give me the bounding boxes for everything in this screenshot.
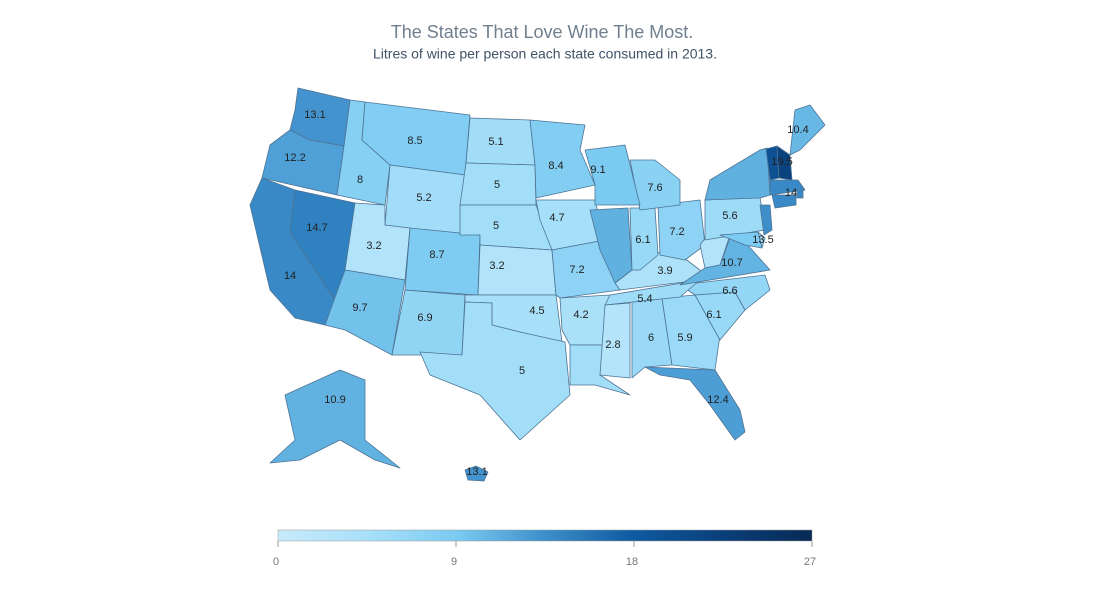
chart-title: The States That Love Wine The Most.: [391, 22, 693, 42]
state: [269, 369, 401, 469]
value-label: 14: [785, 187, 797, 199]
value-label: 10.7: [721, 257, 742, 269]
state: [584, 144, 641, 206]
value-label: 5.9: [677, 332, 692, 344]
value-label: 12.2: [284, 152, 305, 164]
value-label: 5.1: [488, 136, 503, 148]
value-label: 9.1: [590, 164, 605, 176]
value-label: 6.1: [706, 309, 721, 321]
value-label: 14: [284, 270, 296, 282]
state: [796, 189, 804, 199]
value-label: 7.2: [669, 226, 684, 238]
value-label: 5: [494, 179, 500, 191]
state: [759, 204, 773, 236]
value-label: 5.4: [637, 293, 652, 305]
tick-label: 0: [273, 556, 279, 568]
map: 13.1 12.2 14 14.7 8 8.5 5.2 3.2 9.7 8.7 6.9 5.1 5 5 3.…: [249, 87, 826, 482]
chart-subtitle: Litres of wine per person each state con…: [373, 46, 717, 62]
state: [324, 269, 406, 356]
state: [644, 366, 746, 441]
value-label: 10.4: [787, 124, 808, 136]
colorbar-scale: [277, 529, 813, 542]
value-label: 6: [648, 332, 654, 344]
colorbar: 0 9 18 27: [273, 529, 816, 568]
value-label: 5: [519, 365, 525, 377]
value-label: 8: [357, 174, 363, 186]
value-label: 13.1: [466, 466, 487, 478]
value-label: 3.2: [366, 240, 381, 252]
state: [769, 179, 806, 196]
value-label: 3.2: [489, 260, 504, 272]
state: [789, 104, 826, 156]
value-label: 8.4: [548, 160, 563, 172]
value-label: 7.6: [647, 182, 662, 194]
tick-label: 18: [626, 556, 638, 568]
state: [771, 194, 797, 209]
value-label: 3.9: [657, 265, 672, 277]
state: [589, 207, 633, 284]
value-label: 6.6: [722, 285, 737, 297]
value-label: 8.5: [407, 135, 422, 147]
state: [679, 274, 771, 311]
state: [464, 465, 489, 482]
tick-label: 9: [451, 556, 457, 568]
value-label: 19.5: [771, 156, 792, 168]
value-label: 5.6: [722, 210, 737, 222]
value-label: 12.4: [707, 394, 728, 406]
state: [419, 301, 571, 441]
value-label: 5: [493, 220, 499, 232]
value-label: 4.5: [529, 305, 544, 317]
state: [719, 231, 763, 249]
state: [657, 199, 706, 261]
value-label: 8.7: [429, 249, 444, 261]
value-label: 4.2: [573, 309, 588, 321]
value-label: 6.1: [635, 234, 650, 246]
tick-label: 27: [804, 556, 816, 568]
value-label: 13.1: [304, 109, 325, 121]
value-label: 2.8: [605, 339, 620, 351]
state: [704, 147, 771, 201]
value-label: 4.7: [549, 212, 564, 224]
state: [604, 279, 701, 306]
value-label: 9.7: [352, 302, 367, 314]
value-label: 5.2: [416, 192, 431, 204]
state: [599, 302, 631, 379]
state: [404, 227, 481, 296]
value-label: 14.7: [306, 222, 327, 234]
value-label: 7.2: [569, 264, 584, 276]
value-label: 6.9: [417, 312, 432, 324]
value-label: 13.5: [752, 234, 773, 246]
value-label: 10.9: [324, 394, 345, 406]
